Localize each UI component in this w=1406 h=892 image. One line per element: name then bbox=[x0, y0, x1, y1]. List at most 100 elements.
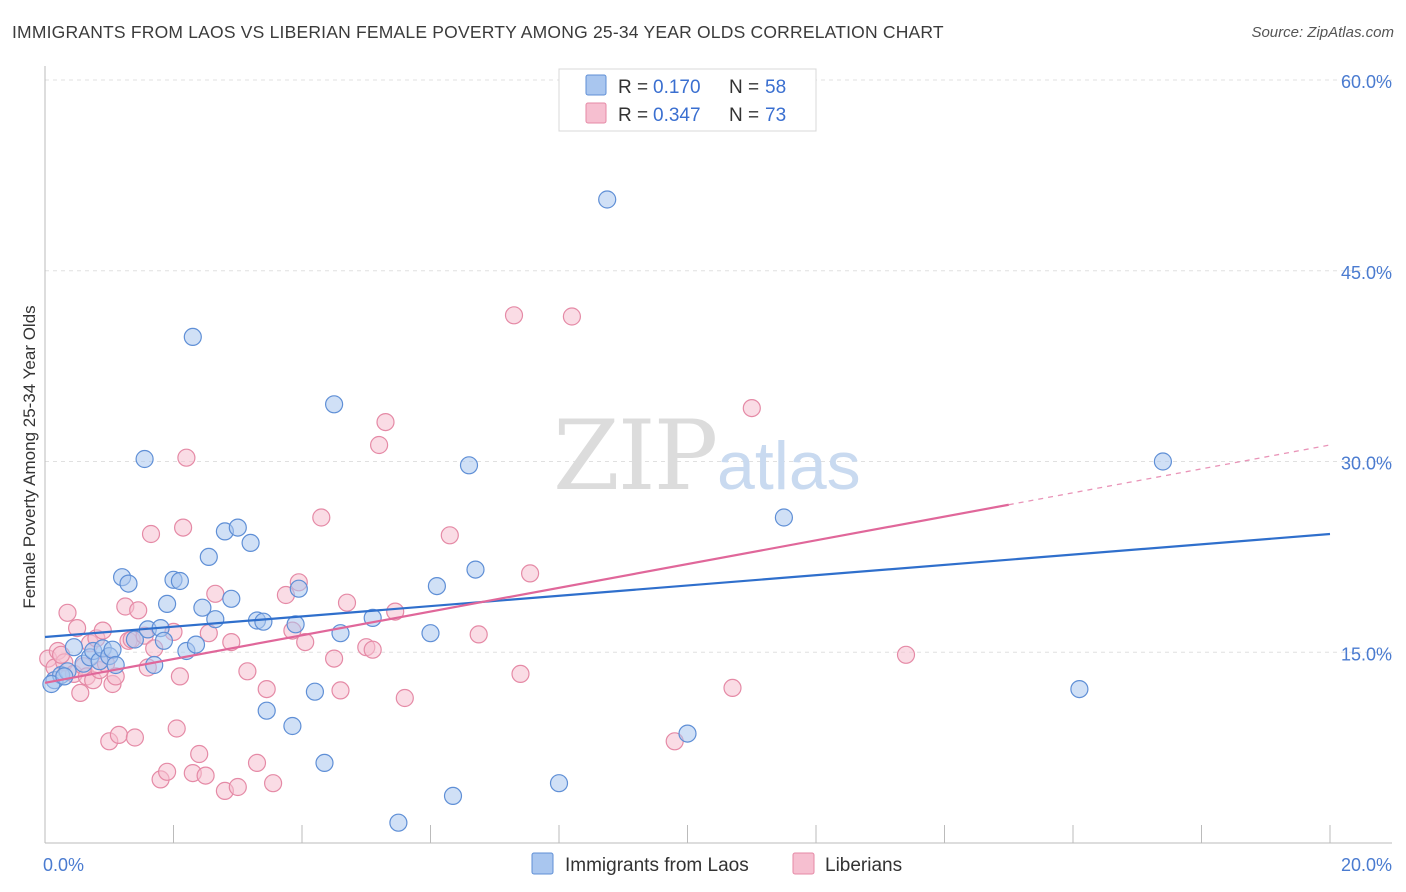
legend-n-label: N = bbox=[729, 77, 759, 98]
bottom-legend-swatch-liberians bbox=[792, 852, 815, 875]
laos-point bbox=[466, 560, 485, 579]
liberians-point bbox=[109, 725, 129, 745]
liberians-point bbox=[562, 307, 582, 326]
liberians-point bbox=[520, 564, 540, 583]
laos-point bbox=[389, 813, 408, 832]
liberians-point bbox=[190, 744, 209, 764]
liberians-point bbox=[177, 448, 196, 467]
legend-r-value: 0.170 bbox=[653, 77, 701, 98]
legend-n-value: 58 bbox=[765, 77, 786, 98]
liberians-point bbox=[67, 618, 87, 638]
laos-trend-line bbox=[44, 532, 1331, 639]
laos-point bbox=[254, 612, 273, 631]
x-tick-label: 0.0% bbox=[43, 855, 84, 875]
liberians-point bbox=[264, 774, 283, 793]
liberians-point bbox=[723, 678, 742, 698]
bottom-legend-liberians: Liberians bbox=[825, 855, 902, 876]
laos-point bbox=[283, 716, 302, 736]
chart-title: IMMIGRANTS FROM LAOS VS LIBERIAN FEMALE … bbox=[12, 22, 944, 42]
liberians-point bbox=[363, 640, 382, 659]
laos-point bbox=[154, 631, 173, 650]
legend-n-label: N = bbox=[729, 105, 759, 126]
gridlines bbox=[45, 79, 1392, 653]
laos-point bbox=[170, 571, 189, 591]
laos-points bbox=[42, 190, 1173, 832]
liberians-point bbox=[141, 524, 161, 544]
laos-point bbox=[145, 655, 164, 675]
x-tick-labels: 0.0% 20.0% bbox=[43, 855, 1392, 875]
source-label: Source: ZipAtlas.com bbox=[1251, 24, 1394, 41]
laos-point bbox=[421, 624, 440, 643]
liberians-point bbox=[742, 399, 761, 418]
liberians-point bbox=[504, 306, 524, 325]
laos-point bbox=[427, 576, 446, 596]
laos-point bbox=[678, 724, 697, 743]
y-tick-label: 45.0% bbox=[1341, 263, 1392, 283]
y-tick-labels: 15.0% 30.0% 45.0% 60.0% bbox=[1341, 72, 1392, 664]
liberians-point bbox=[93, 621, 112, 640]
laos-point bbox=[103, 640, 122, 659]
liberians-point bbox=[125, 728, 144, 747]
y-axis-label: Female Poverty Among 25-34 Year Olds bbox=[20, 305, 39, 608]
watermark: ZIP atlas bbox=[553, 400, 861, 512]
axes bbox=[44, 66, 1392, 844]
laos-point bbox=[549, 774, 569, 793]
liberians-trend-line bbox=[44, 503, 1009, 684]
liberians-point bbox=[158, 762, 177, 781]
legend-r-value: 0.347 bbox=[653, 105, 701, 126]
bottom-legend-swatch-laos bbox=[531, 852, 554, 875]
liberians-point bbox=[196, 766, 215, 785]
liberians-points bbox=[39, 306, 916, 801]
liberians-point bbox=[167, 719, 186, 738]
laos-point bbox=[158, 594, 177, 614]
legend-swatch-laos bbox=[585, 74, 607, 96]
legend-r-label: R = bbox=[618, 105, 648, 126]
liberians-point bbox=[222, 632, 241, 652]
laos-point bbox=[64, 638, 84, 657]
laos-point bbox=[289, 579, 308, 598]
y-tick-label: 30.0% bbox=[1341, 454, 1392, 474]
legend-swatch-liberians bbox=[585, 102, 607, 124]
liberians-point bbox=[174, 518, 193, 537]
laos-point bbox=[222, 589, 241, 608]
liberians-point bbox=[337, 593, 357, 612]
watermark-zip: ZIP bbox=[553, 400, 716, 512]
liberians-point bbox=[58, 603, 77, 622]
liberians-point bbox=[511, 664, 530, 684]
liberians-point bbox=[312, 508, 331, 527]
laos-point bbox=[228, 518, 247, 537]
liberians-point bbox=[257, 679, 276, 699]
laos-point bbox=[193, 598, 212, 617]
laos-point bbox=[125, 630, 144, 649]
trend-lines bbox=[44, 444, 1331, 684]
liberians-point bbox=[395, 688, 414, 708]
liberians-point bbox=[370, 435, 389, 455]
laos-point bbox=[1153, 452, 1173, 471]
liberians-point bbox=[129, 601, 148, 620]
x-tick-label: 20.0% bbox=[1341, 855, 1392, 875]
liberians-point bbox=[440, 526, 459, 545]
laos-point bbox=[325, 395, 344, 414]
liberians-point bbox=[228, 777, 247, 797]
laos-point bbox=[206, 610, 225, 629]
bottom-legend-laos: Immigrants from Laos bbox=[565, 855, 749, 876]
liberians-point bbox=[325, 649, 344, 668]
laos-point bbox=[199, 547, 218, 567]
liberians-point bbox=[206, 584, 225, 603]
laos-point bbox=[186, 635, 206, 654]
liberians-point bbox=[247, 753, 267, 773]
liberians-trend-extension bbox=[1008, 444, 1331, 506]
legend: R = 0.170 N = 58 R = 0.347 N = 73 bbox=[558, 68, 817, 132]
laos-point bbox=[305, 682, 324, 701]
laos-point bbox=[598, 190, 617, 209]
liberians-point bbox=[71, 683, 90, 703]
bottom-legend: Immigrants from Laos Liberians bbox=[531, 852, 902, 876]
liberians-point bbox=[386, 602, 405, 621]
laos-point bbox=[135, 449, 154, 469]
laos-point bbox=[315, 753, 334, 773]
laos-point bbox=[241, 533, 260, 553]
liberians-point bbox=[896, 645, 916, 664]
laos-point bbox=[257, 701, 276, 720]
laos-point bbox=[119, 574, 138, 593]
laos-point bbox=[1070, 679, 1089, 699]
